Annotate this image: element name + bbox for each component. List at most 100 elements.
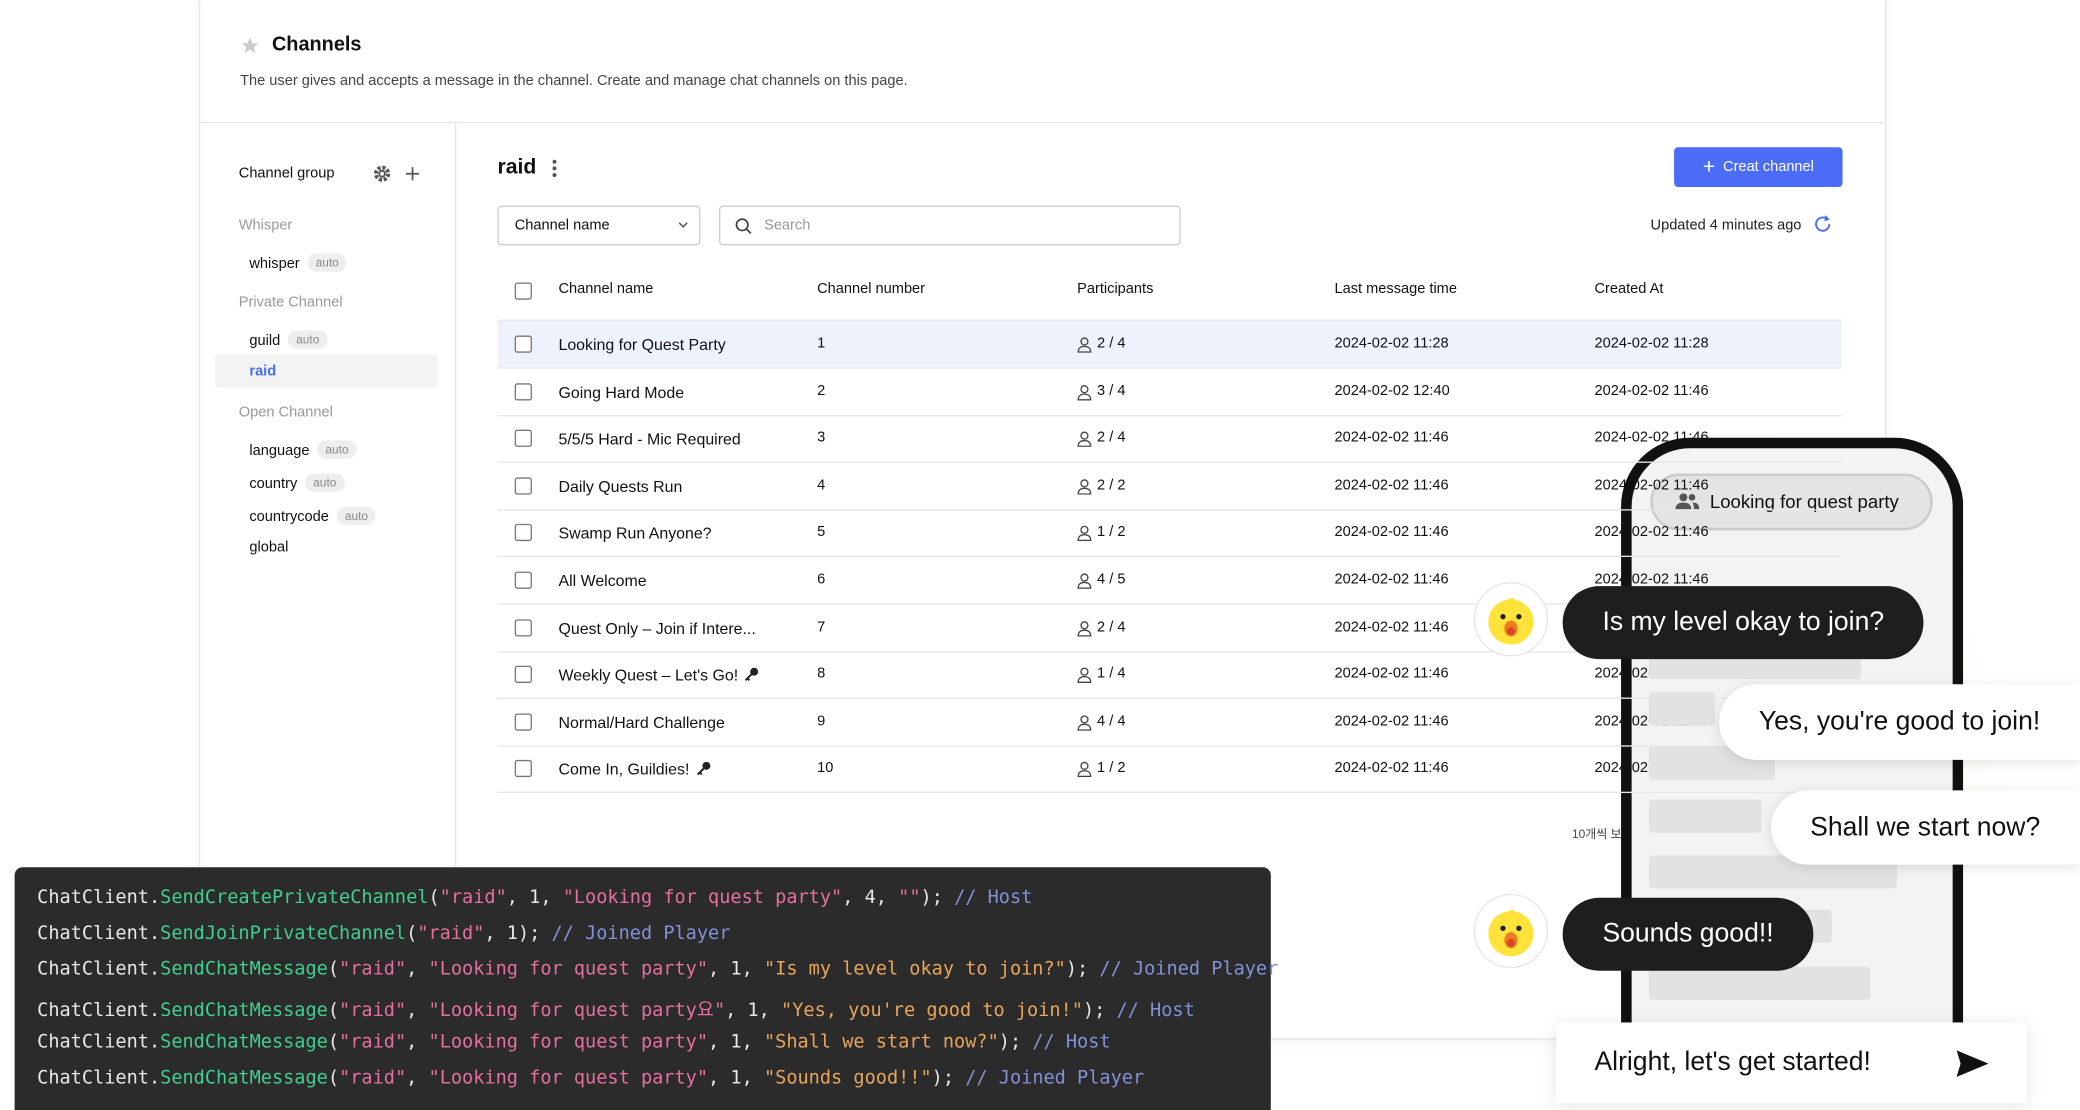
code-line: ChatClient.SendCreatePrivateChannel("rai… xyxy=(37,887,1032,908)
row-line xyxy=(497,508,1842,511)
participants: 1 / 2 xyxy=(1097,760,1126,777)
refresh-icon[interactable] xyxy=(1813,215,1832,234)
placeholder-bar xyxy=(1648,966,1871,1000)
row-checkbox[interactable] xyxy=(514,477,532,495)
cell: Daily Quests Run xyxy=(558,477,683,496)
badge: auto xyxy=(305,473,345,493)
row-checkbox[interactable] xyxy=(514,713,532,731)
code-token: // Host xyxy=(1032,1031,1111,1053)
code-token: // Host xyxy=(954,887,1033,909)
code-token: ChatClient. xyxy=(37,1031,161,1053)
code-token: ( xyxy=(327,1031,340,1053)
channel-item[interactable]: global xyxy=(249,540,288,556)
user-icon xyxy=(1077,337,1092,353)
code-token: , 1); xyxy=(484,923,552,945)
code-line: ChatClient.SendChatMessage("raid", "Look… xyxy=(37,1068,1144,1089)
cell: 10 xyxy=(817,760,834,777)
create-button-label: Creat channel xyxy=(1723,159,1814,176)
row-checkbox[interactable] xyxy=(514,429,532,448)
code-token: , 1, xyxy=(506,887,563,909)
selected-row xyxy=(497,320,1842,368)
user-icon xyxy=(1077,384,1092,400)
code-token: SendJoinPrivateChannel xyxy=(160,923,407,945)
lock-icon xyxy=(696,762,710,776)
row-checkbox[interactable] xyxy=(514,382,532,400)
code-token: , xyxy=(406,1067,429,1089)
cell: 6 xyxy=(817,571,826,588)
cell: 2024-02-02 11:46 xyxy=(1334,571,1449,588)
cell: 5/5/5 Hard - Mic Required xyxy=(558,429,741,449)
code-token: "Sounds good!!" xyxy=(763,1067,932,1089)
code-panel xyxy=(14,867,1271,1110)
chat-bubble: Sounds good!! xyxy=(1562,897,1814,971)
badge: auto xyxy=(317,440,357,459)
code-token: "Looking for quest party요" xyxy=(428,999,726,1021)
code-token: , 4, xyxy=(842,887,899,909)
row-checkbox[interactable] xyxy=(514,335,532,353)
row-checkbox[interactable] xyxy=(514,524,532,542)
channel-item[interactable]: language auto xyxy=(249,440,357,459)
column-header: Created At xyxy=(1594,281,1664,298)
user-icon xyxy=(1077,762,1092,778)
participants: 4 / 5 xyxy=(1097,571,1126,588)
participants: 3 / 4 xyxy=(1097,382,1126,399)
user-icon xyxy=(1077,431,1092,448)
page-description: The user gives and accepts a message in … xyxy=(240,72,908,89)
channel-name: raid xyxy=(249,363,277,380)
participants: 2 / 4 xyxy=(1097,335,1126,352)
code-token: "Looking for quest party" xyxy=(428,1031,709,1053)
row-line xyxy=(497,414,1842,416)
channel-group-title: raid xyxy=(497,156,537,180)
placeholder-bar xyxy=(1648,799,1762,833)
channel-item[interactable]: country auto xyxy=(249,473,345,493)
code-token: "Shall we start now?" xyxy=(763,1031,999,1053)
row-checkbox[interactable] xyxy=(514,760,532,778)
chat-bubble: Is my level okay to join? xyxy=(1562,586,1924,660)
code-token: // Joined Player xyxy=(965,1067,1145,1089)
code-token: ( xyxy=(406,923,418,945)
code-token: ( xyxy=(327,1067,340,1089)
code-token: // Joined Player xyxy=(1099,959,1279,981)
row-checkbox[interactable] xyxy=(514,618,532,637)
code-token: , 1, xyxy=(725,999,782,1021)
user-icon xyxy=(1077,479,1092,495)
code-token: "raid" xyxy=(339,999,407,1021)
create-button[interactable]: + Creat channel xyxy=(1674,147,1843,187)
channel-item[interactable]: whisper auto xyxy=(249,253,347,272)
code-token: "Is my level okay to join?" xyxy=(763,959,1066,981)
channel-item[interactable]: guild auto xyxy=(249,330,328,349)
code-token: , 1, xyxy=(708,1067,764,1089)
chat-input[interactable]: Alright, let's get started! xyxy=(1556,1022,2027,1104)
cell: 2024-02-02 11:46 xyxy=(1334,713,1449,730)
cell: Weekly Quest – Let's Go! xyxy=(558,665,739,685)
code-token: "raid" xyxy=(339,1031,407,1053)
row-checkbox[interactable] xyxy=(514,571,532,589)
channel-item[interactable]: countrycode auto xyxy=(249,506,377,526)
more-icon[interactable] xyxy=(549,158,560,179)
row-line xyxy=(497,319,1842,321)
send-icon[interactable] xyxy=(1955,1049,1989,1078)
search-input[interactable]: Search xyxy=(718,205,1181,246)
cell: Going Hard Mode xyxy=(558,382,685,402)
badge: auto xyxy=(288,330,328,349)
star-icon[interactable] xyxy=(240,36,260,56)
add-icon[interactable] xyxy=(405,166,421,182)
cell: Normal/Hard Challenge xyxy=(558,713,725,732)
updated-text: Updated 4 minutes ago xyxy=(1650,217,1802,234)
cell: Swamp Run Anyone? xyxy=(558,524,712,543)
code-line: ChatClient.SendChatMessage("raid", "Look… xyxy=(37,995,1195,1022)
cell: 4 xyxy=(817,477,826,494)
channel-item[interactable]: raid xyxy=(249,363,276,379)
filter-dropdown[interactable]: Channel name xyxy=(497,205,701,246)
page-size[interactable]: 10개씩 보 xyxy=(1571,827,1622,841)
code-token: "Yes, you're good to join!" xyxy=(781,999,1083,1021)
settings-icon[interactable] xyxy=(373,164,392,183)
row-checkbox[interactable] xyxy=(514,665,532,684)
code-token: "" xyxy=(898,887,921,909)
cell: 2024-02-02 11:46 xyxy=(1334,429,1449,446)
header-checkbox[interactable] xyxy=(514,282,532,300)
sidebar-title: Channel group xyxy=(238,165,335,182)
channel-name: language xyxy=(249,442,310,459)
code-token: "Looking for quest party" xyxy=(562,887,843,909)
